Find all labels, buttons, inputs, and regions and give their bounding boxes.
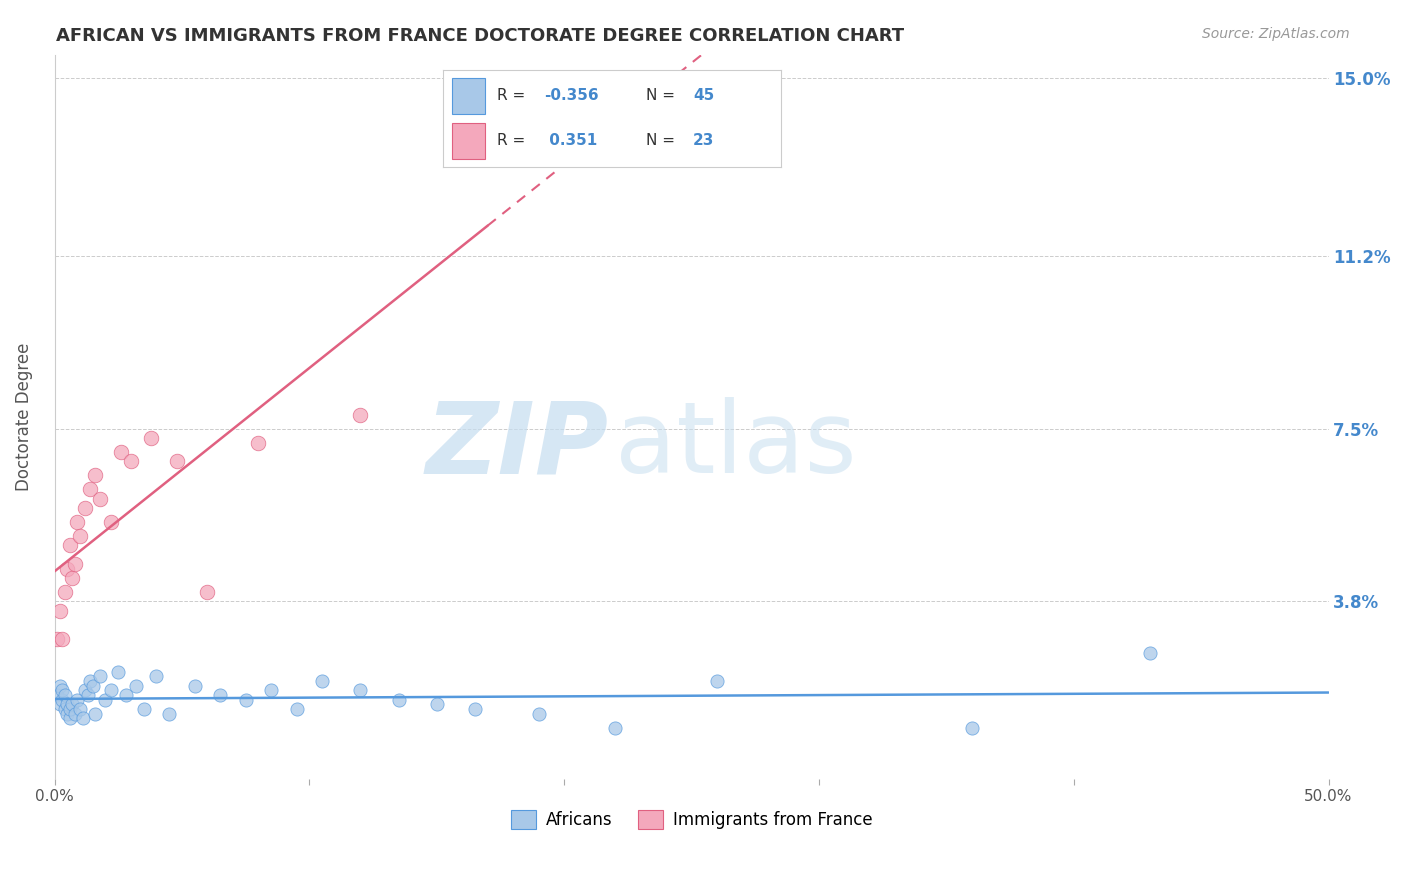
Point — [48, 604, 70, 618]
Point — [477, 142, 499, 156]
Point — [63, 557, 86, 571]
Point — [209, 688, 232, 702]
Point — [72, 711, 94, 725]
Point — [48, 679, 70, 693]
Point — [53, 688, 76, 702]
Point — [56, 562, 79, 576]
Point — [84, 468, 107, 483]
Text: atlas: atlas — [614, 398, 856, 494]
Point — [100, 683, 122, 698]
Point — [89, 669, 111, 683]
Point — [69, 529, 91, 543]
Point — [349, 408, 371, 422]
Point — [75, 501, 97, 516]
Point — [706, 673, 728, 688]
Point — [84, 706, 107, 721]
Point — [66, 692, 89, 706]
Point — [166, 454, 188, 468]
Point — [56, 706, 79, 721]
Point — [125, 679, 148, 693]
Point — [51, 632, 73, 646]
Point — [100, 515, 122, 529]
Point — [464, 702, 486, 716]
Point — [53, 702, 76, 716]
Point — [75, 683, 97, 698]
Point — [59, 711, 82, 725]
Text: ZIP: ZIP — [426, 398, 609, 494]
Point — [285, 702, 308, 716]
Point — [60, 571, 83, 585]
Point — [110, 445, 132, 459]
Point — [59, 538, 82, 552]
Point — [260, 683, 283, 698]
Point — [56, 697, 79, 711]
Point — [603, 721, 626, 735]
Point — [46, 632, 69, 646]
Point — [51, 683, 73, 698]
Point — [311, 673, 333, 688]
Y-axis label: Doctorate Degree: Doctorate Degree — [15, 343, 32, 491]
Point — [426, 697, 449, 711]
Point — [48, 697, 70, 711]
Point — [349, 683, 371, 698]
Point — [527, 706, 550, 721]
Point — [1139, 646, 1161, 660]
Point — [63, 706, 86, 721]
Point — [107, 665, 129, 679]
Point — [197, 585, 219, 599]
Point — [79, 673, 101, 688]
Point — [82, 679, 104, 693]
Point — [132, 702, 155, 716]
Point — [79, 483, 101, 497]
Text: AFRICAN VS IMMIGRANTS FROM FRANCE DOCTORATE DEGREE CORRELATION CHART: AFRICAN VS IMMIGRANTS FROM FRANCE DOCTOR… — [56, 27, 904, 45]
Point — [51, 692, 73, 706]
Point — [235, 692, 257, 706]
Point — [60, 697, 83, 711]
Text: Source: ZipAtlas.com: Source: ZipAtlas.com — [1202, 27, 1350, 41]
Point — [387, 692, 409, 706]
Point — [960, 721, 983, 735]
Point — [76, 688, 98, 702]
Point — [59, 702, 82, 716]
Point — [69, 702, 91, 716]
Point — [46, 688, 69, 702]
Point — [157, 706, 180, 721]
Point — [145, 669, 167, 683]
Point — [66, 515, 89, 529]
Point — [141, 431, 163, 445]
Point — [183, 679, 205, 693]
Point — [94, 692, 117, 706]
Point — [89, 491, 111, 506]
Point — [53, 585, 76, 599]
Point — [247, 435, 270, 450]
Point — [115, 688, 138, 702]
Legend: Africans, Immigrants from France: Africans, Immigrants from France — [505, 804, 879, 836]
Point — [120, 454, 142, 468]
